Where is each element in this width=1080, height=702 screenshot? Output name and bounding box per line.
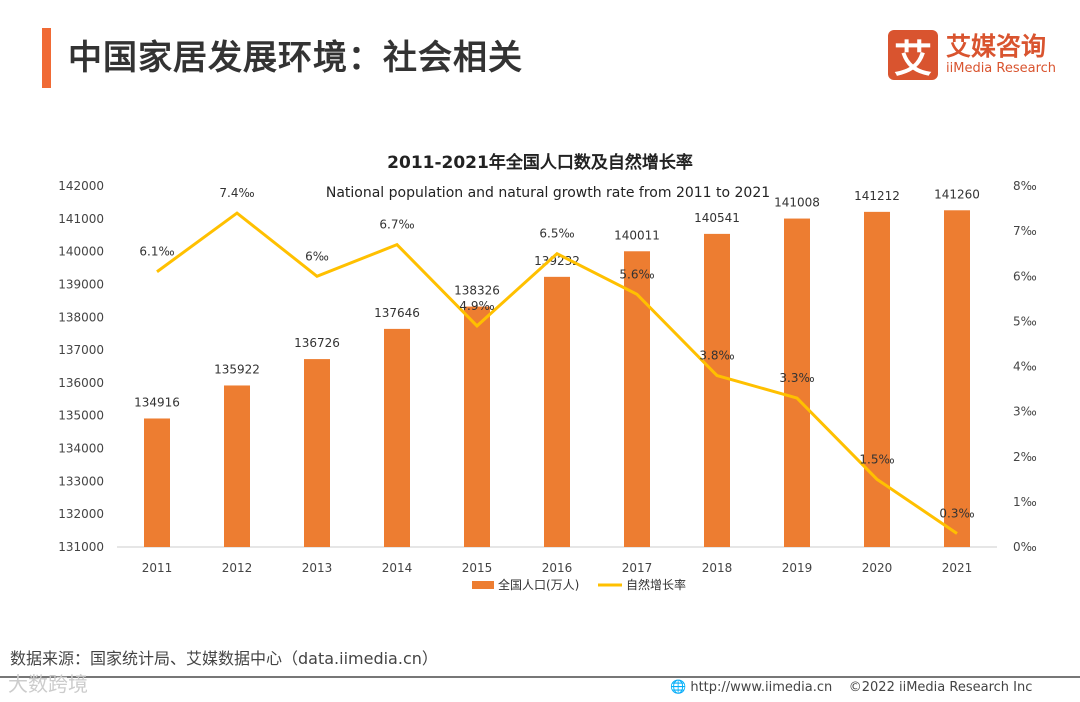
left-tick-label: 137000 <box>58 343 104 357</box>
left-tick-label: 133000 <box>58 474 104 488</box>
bar <box>384 328 410 547</box>
footer-divider <box>0 676 1080 678</box>
data-source: 数据来源：国家统计局、艾媒数据中心（data.iimedia.cn） <box>10 649 438 668</box>
line-value-label: 4.9‰ <box>459 299 494 313</box>
left-tick-label: 139000 <box>58 277 104 291</box>
line-value-label: 5.6‰ <box>619 267 654 281</box>
x-tick-label: 2013 <box>302 561 333 575</box>
x-tick-label: 2012 <box>222 561 253 575</box>
left-tick-label: 132000 <box>58 507 104 521</box>
bar <box>224 385 250 547</box>
footer-url[interactable]: http://www.iimedia.cn <box>690 680 833 695</box>
bar-value-label: 140011 <box>614 228 660 242</box>
right-tick-label: 5‰ <box>1013 314 1037 328</box>
line-value-label: 3.8‰ <box>699 349 734 363</box>
bar-value-label: 141260 <box>934 187 980 201</box>
right-tick-label: 2‰ <box>1013 450 1037 464</box>
logo-en: iiMedia Research <box>946 61 1057 76</box>
left-tick-label: 140000 <box>58 245 104 259</box>
footer-copyright: ©2022 iiMedia Research Inc <box>848 680 1033 695</box>
x-tick-label: 2016 <box>542 561 573 575</box>
line-value-label: 6.1‰ <box>139 245 174 259</box>
bar-value-label: 138326 <box>454 284 500 298</box>
footer-info: 🌐 http://www.iimedia.cn ©2022 iiMedia Re… <box>670 680 1032 695</box>
bar-value-label: 137646 <box>374 306 420 320</box>
legend-bar-label: 全国人口(万人) <box>498 577 579 592</box>
line-value-label: 3.3‰ <box>779 371 814 385</box>
line-value-label: 1.5‰ <box>859 452 894 466</box>
iimedia-logo: 艾 艾媒咨询 iiMedia Research <box>888 30 1057 81</box>
watermark: 大数跨境 <box>8 672 88 696</box>
line-value-label: 6‰ <box>305 249 329 263</box>
left-tick-label: 136000 <box>58 376 104 390</box>
bar <box>864 211 890 548</box>
left-tick-label: 141000 <box>58 212 104 226</box>
right-tick-label: 7‰ <box>1013 224 1037 238</box>
logo-mark: 艾 <box>888 30 938 81</box>
right-tick-label: 4‰ <box>1013 360 1037 374</box>
line-value-label: 7.4‰ <box>219 186 254 200</box>
bar-value-label: 141212 <box>854 189 900 203</box>
chart-subtitle: National population and natural growth r… <box>326 185 770 201</box>
legend-line-label: 自然增长率 <box>626 577 686 592</box>
x-tick-label: 2011 <box>142 561 173 575</box>
bar-value-label: 141008 <box>774 196 820 210</box>
bar-value-label: 135922 <box>214 362 260 376</box>
bar-value-label: 134916 <box>134 395 180 409</box>
bar <box>304 359 330 547</box>
x-tick-label: 2018 <box>702 561 733 575</box>
left-tick-label: 138000 <box>58 310 104 324</box>
right-tick-label: 6‰ <box>1013 269 1037 283</box>
x-tick-label: 2015 <box>462 561 493 575</box>
x-tick-label: 2021 <box>942 561 973 575</box>
x-tick-label: 2020 <box>862 561 893 575</box>
line-value-label: 6.5‰ <box>539 227 574 241</box>
globe-icon: 🌐 <box>670 680 687 695</box>
page-title: 中国家居发展环境：社会相关 <box>68 38 523 78</box>
logo-cn: 艾媒咨询 <box>946 32 1047 61</box>
bar <box>784 218 810 547</box>
x-tick-label: 2014 <box>382 561 413 575</box>
bar <box>144 418 170 547</box>
legend-bar-swatch <box>472 581 494 589</box>
left-tick-label: 134000 <box>58 442 104 456</box>
bar <box>624 251 650 547</box>
line-value-label: 6.7‰ <box>379 218 414 232</box>
left-tick-label: 135000 <box>58 409 104 423</box>
bar <box>544 276 570 547</box>
x-tick-label: 2019 <box>782 561 813 575</box>
growth-rate-line <box>156 211 958 535</box>
x-tick-label: 2017 <box>622 561 653 575</box>
bar-value-label: 140541 <box>694 211 740 225</box>
right-tick-label: 1‰ <box>1013 495 1037 509</box>
bar <box>704 233 730 548</box>
right-tick-label: 0‰ <box>1013 540 1037 554</box>
bar-value-label: 136726 <box>294 336 340 350</box>
left-tick-label: 131000 <box>58 540 104 554</box>
bar <box>944 210 970 547</box>
bar <box>464 306 490 547</box>
right-tick-label: 3‰ <box>1013 405 1037 419</box>
title-accent-bar <box>42 28 51 88</box>
chart-title: 2011-2021年全国人口数及自然增长率 <box>387 152 693 173</box>
line-value-label: 0.3‰ <box>939 506 974 520</box>
left-tick-label: 142000 <box>58 179 104 193</box>
right-tick-label: 8‰ <box>1013 179 1037 193</box>
